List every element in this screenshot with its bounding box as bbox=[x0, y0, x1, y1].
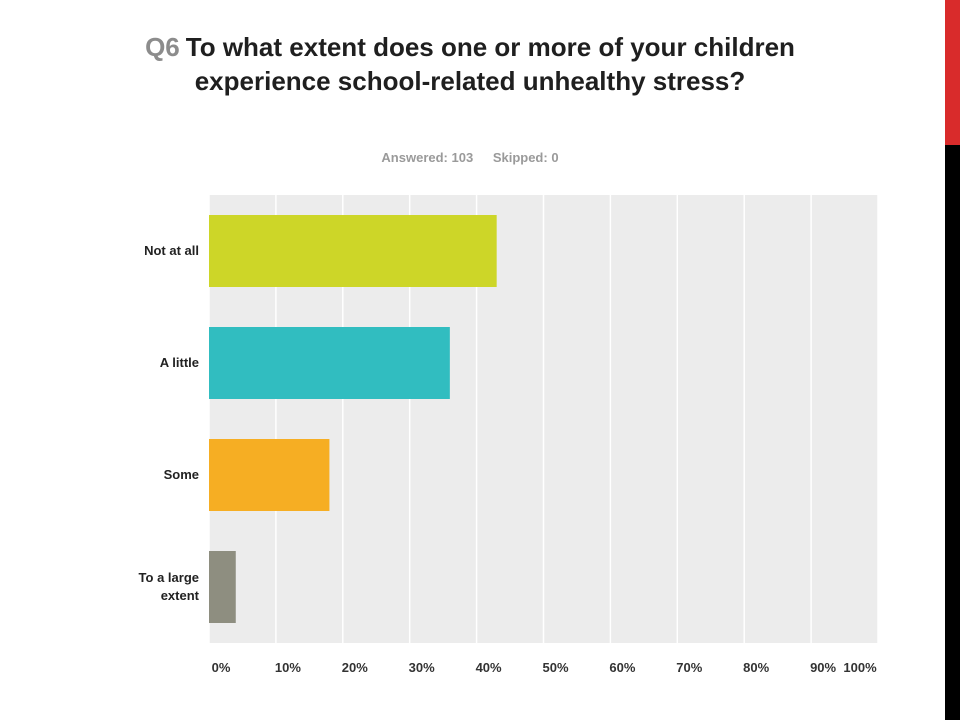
x-tick-label: 80% bbox=[743, 660, 770, 675]
answered-count: Answered: 103 bbox=[381, 150, 474, 165]
x-tick-label: 90% bbox=[810, 660, 837, 675]
chart-title: Q6 To what extent does one or more of you… bbox=[140, 30, 800, 98]
response-stats: Answered: 103 Skipped: 0 bbox=[140, 150, 800, 165]
plot-background bbox=[209, 195, 878, 643]
x-tick-label: 10% bbox=[274, 660, 301, 675]
category-label: To a large extent bbox=[138, 570, 199, 603]
bar bbox=[209, 327, 450, 399]
bar bbox=[209, 215, 497, 287]
x-tick-label: 50% bbox=[542, 660, 569, 675]
bar bbox=[209, 439, 330, 511]
x-tick-label: 0% bbox=[211, 660, 231, 675]
x-tick-label: 20% bbox=[341, 660, 368, 675]
skipped-count: Skipped: 0 bbox=[492, 150, 559, 165]
question-number: Q6 bbox=[145, 32, 180, 62]
category-label: Not at all bbox=[144, 243, 199, 258]
category-label: A little bbox=[159, 355, 199, 370]
x-tick-label: 70% bbox=[676, 660, 703, 675]
question-text: To what extent does one or more of your … bbox=[185, 32, 795, 96]
side-accent-bar bbox=[945, 0, 960, 145]
x-tick-label: 60% bbox=[609, 660, 636, 675]
side-strip bbox=[945, 0, 960, 720]
x-tick-label: 100% bbox=[843, 660, 877, 675]
x-tick-label: 40% bbox=[475, 660, 502, 675]
bar bbox=[209, 551, 236, 623]
x-tick-label: 30% bbox=[408, 660, 435, 675]
category-label: Some bbox=[163, 467, 199, 482]
